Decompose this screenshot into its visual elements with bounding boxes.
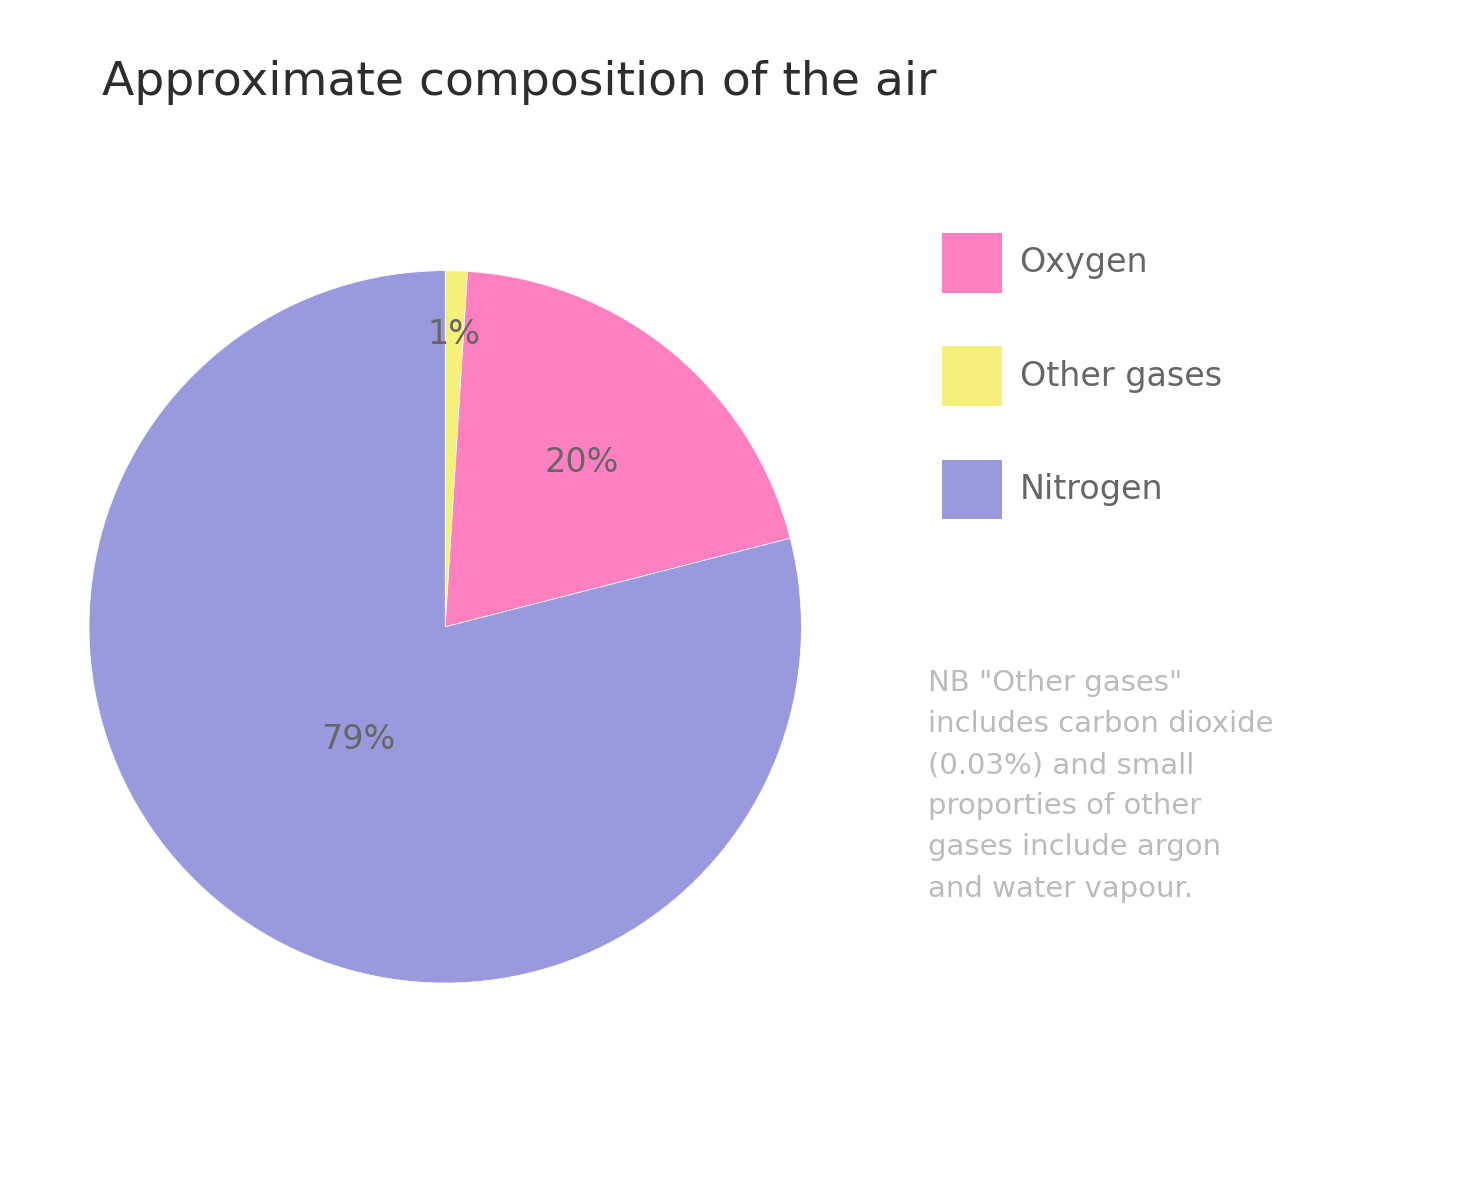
Text: Oxygen: Oxygen [1020, 246, 1149, 279]
Text: Nitrogen: Nitrogen [1020, 473, 1163, 506]
Text: 20%: 20% [545, 445, 619, 479]
Wedge shape [89, 271, 801, 983]
Wedge shape [445, 271, 789, 627]
Text: 79%: 79% [321, 722, 395, 756]
Wedge shape [445, 271, 467, 627]
Text: NB "Other gases"
includes carbon dioxide
(0.03%) and small
proporties of other
g: NB "Other gases" includes carbon dioxide… [928, 669, 1273, 903]
Text: Other gases: Other gases [1020, 359, 1221, 393]
Text: 1%: 1% [427, 319, 481, 351]
Text: Approximate composition of the air: Approximate composition of the air [102, 60, 936, 105]
